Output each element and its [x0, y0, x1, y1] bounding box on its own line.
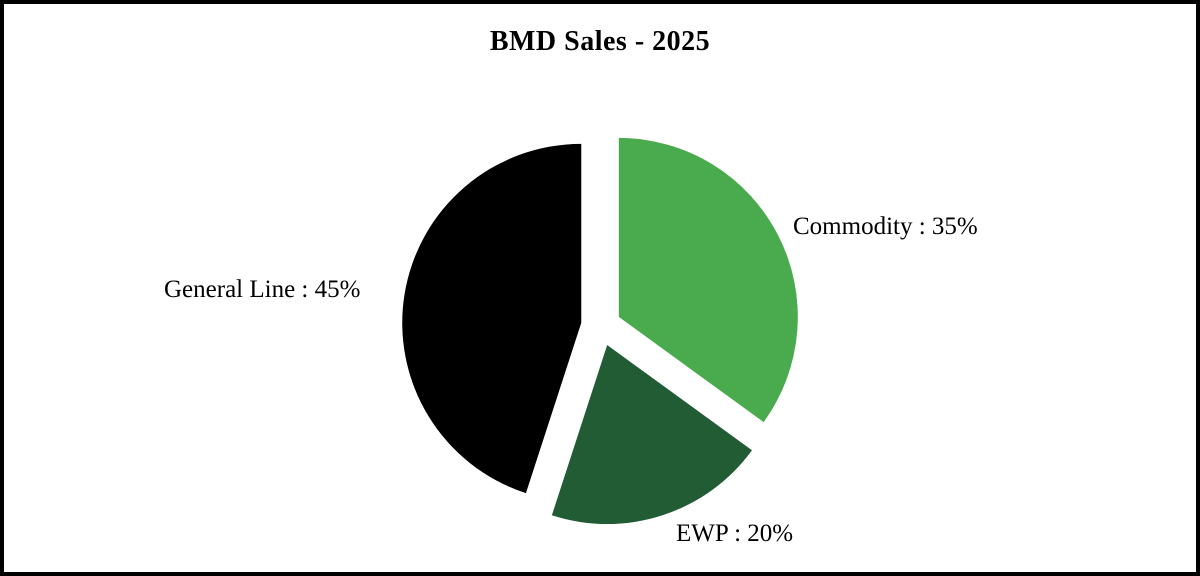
slice-label-general-line: General Line : 45% — [164, 276, 361, 303]
pie-slice-general-line — [402, 143, 582, 494]
pie-chart — [402, 137, 798, 525]
slice-label-ewp: EWP : 20% — [676, 520, 794, 547]
pie-slice-commodity — [618, 137, 798, 423]
chart-title: BMD Sales - 2025 — [489, 26, 711, 57]
pie-slice-ewp — [551, 345, 752, 525]
slice-label-commodity: Commodity : 35% — [793, 213, 978, 240]
